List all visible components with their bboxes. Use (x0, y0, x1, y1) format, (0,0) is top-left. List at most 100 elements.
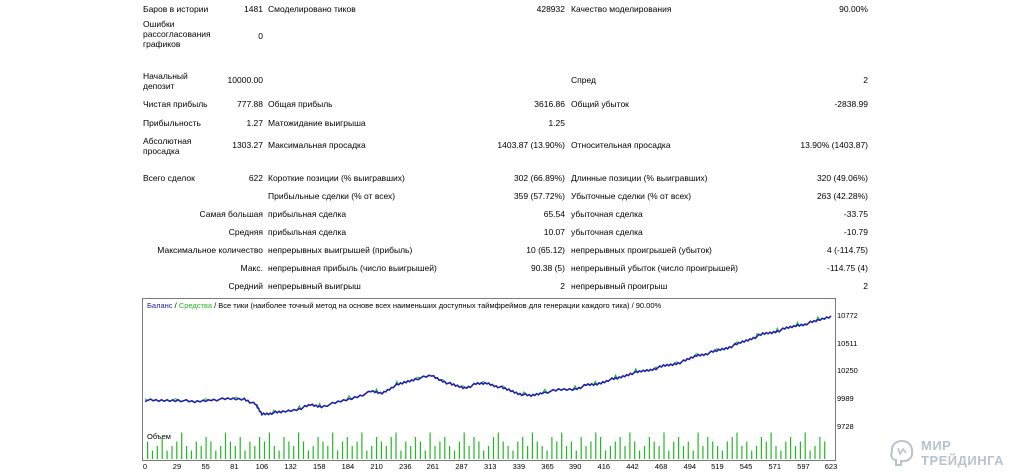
max-cons-wins-value: 10 (65.12) (526, 245, 565, 255)
volume-bar (263, 441, 266, 459)
volume-bar (468, 446, 470, 459)
volume-bar (580, 437, 582, 459)
max-label: Макс. (240, 263, 263, 273)
x-tick-label: 571 (768, 462, 782, 471)
brain-icon (890, 439, 914, 466)
legend-sep: / (172, 301, 179, 310)
volume-bar (726, 441, 728, 459)
volume-bar (380, 441, 382, 459)
y-tick-label: 10511 (837, 338, 858, 348)
volume-bar (609, 446, 611, 459)
volume-bar (385, 446, 387, 459)
volume-bar (356, 441, 358, 459)
profit-trades-label: Прибыльные сделки (% от всех) (268, 191, 396, 201)
volume-bar (429, 432, 431, 459)
volume-bar (161, 437, 163, 459)
volume-bar (731, 437, 733, 459)
bars-label: Баров в истории (143, 4, 209, 14)
volume-bar (653, 441, 655, 459)
volume-bar (492, 437, 495, 459)
errors-label: Ошибки рассогласования графиков (143, 19, 211, 49)
volume-bar (268, 432, 270, 459)
volume-bar (517, 441, 519, 459)
profit-factor-label: Прибыльность (143, 118, 201, 128)
volume-bar (483, 450, 485, 459)
volume-bar (176, 441, 178, 459)
volume-bar (721, 450, 723, 459)
volume-bar (224, 432, 227, 459)
profit-trades-value: 359 (57.72%) (513, 191, 565, 201)
volume-bar (668, 450, 670, 459)
volume-bar (298, 432, 300, 459)
volume-bar (346, 437, 348, 459)
watermark-text-line1: МИР (921, 438, 952, 453)
volume-bar (473, 437, 475, 459)
volume-bar (804, 432, 806, 459)
x-tick-label: 597 (797, 462, 810, 471)
balance-chart: Баланс / Средства / Все тики (наиболее т… (142, 298, 858, 432)
volume-bar (302, 441, 305, 459)
x-tick-label: 468 (654, 462, 668, 471)
volume-bar (434, 446, 436, 459)
bars-value: 1481 (244, 4, 263, 14)
max-cons-losses-value: 4 (-114.75) (827, 245, 868, 255)
volume-bar (741, 446, 743, 459)
volume-bar (663, 432, 665, 459)
volume-bar (147, 441, 149, 459)
volume-bar (337, 450, 339, 459)
volume-bar (590, 441, 592, 459)
x-tick-label: 261 (426, 462, 440, 471)
x-tick-label: 494 (683, 462, 697, 471)
chart-plot (144, 315, 832, 417)
volume-bar (366, 450, 368, 459)
volume-bar (614, 441, 616, 459)
volume-bar (673, 441, 675, 459)
volume-bar (166, 450, 168, 459)
quality-value: 90.00% (839, 4, 868, 14)
volume-bar (293, 446, 295, 459)
max-dd-value: 1403.87 (13.90%) (497, 140, 565, 150)
volume-bar (658, 446, 660, 459)
volume-bar (205, 437, 207, 459)
x-tick-label: 0 (142, 462, 148, 471)
volume-bar (634, 441, 636, 459)
volume-bar (527, 446, 529, 459)
volume-bar (278, 450, 280, 459)
volume-bar (239, 437, 241, 459)
volume-bar (794, 446, 797, 459)
volume-bar (244, 450, 246, 459)
volume-bar (190, 450, 192, 459)
volume-bar (210, 441, 212, 459)
volume-bar (692, 450, 694, 459)
volume-bar (604, 450, 607, 459)
volume-label: Объем (147, 432, 171, 441)
x-tick-label: 210 (370, 462, 383, 471)
avg-cons-losses-value: 2 (863, 281, 868, 291)
avg-cons-wins-value: 2 (560, 281, 565, 291)
volume-bar (186, 446, 188, 459)
volume-bar (341, 441, 344, 459)
max-cons-losses-label: непрерывных проигрышей (убыток) (571, 245, 712, 255)
volume-bar (780, 450, 782, 459)
ticks-label: Смоделировано тиков (268, 4, 356, 14)
quality-label: Качество моделирования (571, 4, 672, 14)
y-tick-label: 10772 (837, 310, 858, 320)
x-tick-label: 365 (541, 462, 554, 471)
max-cons-loss-label: непрерывный убыток (число проигрышей) (571, 263, 738, 273)
volume-bar (819, 437, 821, 459)
volume-bar (307, 450, 309, 459)
volume-bar (624, 446, 626, 459)
watermark-logo: МИР ТРЕЙДИНГА (887, 436, 1022, 470)
volume-bar (799, 441, 801, 459)
legend-equity: Средства (178, 301, 213, 310)
volume-bar (760, 437, 762, 459)
x-tick-label: 29 (172, 462, 182, 471)
volume-bar (171, 446, 173, 459)
watermark-text-line2: ТРЕЙДИНГА (921, 453, 1005, 468)
volume-bar (570, 441, 572, 459)
volume-bar (678, 437, 680, 459)
volume-bar (249, 441, 251, 459)
volume-bar (682, 446, 685, 459)
legend-balance: Баланс (147, 301, 173, 310)
largest-loss-value: -33.75 (843, 209, 868, 219)
